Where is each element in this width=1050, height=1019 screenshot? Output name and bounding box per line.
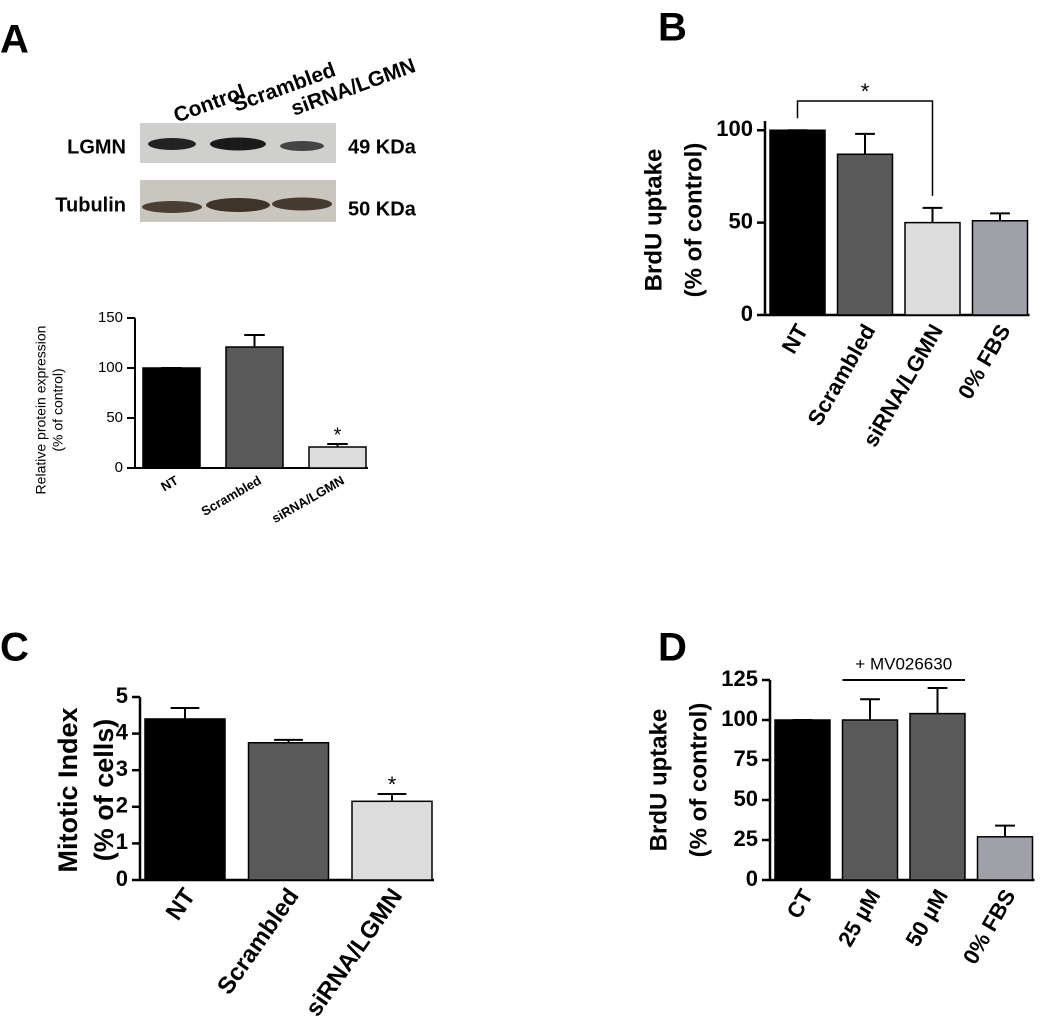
x-tick-label: 25 µM <box>833 885 885 951</box>
y-tick-label: 0 <box>741 301 753 326</box>
y-axis-label: Mitotic Index <box>53 707 83 872</box>
y-axis-label: (% of control) <box>50 368 66 451</box>
bar <box>769 129 826 316</box>
y-tick-label: 100 <box>721 706 758 731</box>
bar <box>247 742 330 881</box>
significance-label: * <box>334 424 342 446</box>
x-tick-label: 0% FBS <box>958 885 1021 968</box>
western-blot: Control Scrambled siRNA/LGMN LGMN Tubuli… <box>55 54 419 222</box>
y-tick-label: 150 <box>98 309 123 326</box>
y-tick-label: 0 <box>116 866 128 891</box>
panel-letter: B <box>658 6 687 50</box>
y-tick-label: 0 <box>115 459 123 476</box>
y-axis-label: BrdU uptake <box>645 709 672 852</box>
panel-letter: D <box>658 626 687 670</box>
bar <box>144 718 226 881</box>
y-tick-label: 100 <box>98 359 123 376</box>
x-tick-label: Scrambled <box>802 320 880 430</box>
bar <box>909 712 966 881</box>
y-tick-label: 50 <box>106 409 123 426</box>
x-tick-label: NT <box>777 319 814 357</box>
y-axis-label: BrdU uptake <box>640 149 667 292</box>
y-tick-label: 75 <box>734 746 758 771</box>
band-size: 50 KDa <box>348 198 417 220</box>
bar <box>225 346 284 469</box>
significance-label: * <box>388 772 397 797</box>
band-size: 49 KDa <box>348 136 417 158</box>
x-tick-label: 50 µM <box>900 885 952 951</box>
y-axis-label: Relative protein expression <box>33 326 49 495</box>
y-tick-label: 50 <box>734 786 758 811</box>
y-tick-label: 3 <box>116 756 128 781</box>
y-tick-label: 25 <box>734 826 758 851</box>
bar <box>774 719 831 881</box>
band <box>272 197 332 211</box>
x-tick-label: Scrambled <box>212 884 305 1000</box>
bar <box>904 221 961 316</box>
significance-label: * <box>861 79 870 104</box>
bar <box>971 220 1029 316</box>
x-tick-label: NT <box>161 883 202 925</box>
x-tick-label: siRNA/LGMN <box>300 884 408 1019</box>
x-tick-label: 0% FBS <box>953 320 1016 403</box>
bar <box>836 153 894 316</box>
band-name: Tubulin <box>55 194 126 216</box>
x-tick-label: siRNA/LGMN <box>269 473 347 526</box>
panel-letter: A <box>0 18 29 62</box>
band <box>280 141 324 151</box>
group-label: + MV026630 <box>855 654 952 673</box>
bar <box>976 836 1034 881</box>
y-tick-label: 100 <box>716 116 753 141</box>
y-tick-label: 4 <box>116 719 129 744</box>
x-tick-label: NT <box>158 473 181 495</box>
y-tick-label: 0 <box>746 866 758 891</box>
bar <box>351 800 433 881</box>
y-axis-label: (% of control) <box>680 143 707 298</box>
x-tick-label: CT <box>782 884 819 922</box>
y-tick-label: 2 <box>116 793 128 818</box>
band-name: LGMN <box>67 136 126 158</box>
band <box>210 137 266 151</box>
bar <box>308 446 367 469</box>
y-axis-label: (% of cells) <box>89 719 119 862</box>
significance-bracket <box>796 100 934 196</box>
y-tick-label: 1 <box>116 829 128 854</box>
y-axis-label: (% of control) <box>685 703 712 858</box>
y-tick-label: 50 <box>729 208 753 233</box>
band <box>148 138 196 150</box>
bar <box>142 367 201 469</box>
panel-letter: C <box>0 626 29 670</box>
y-tick-label: 5 <box>116 683 128 708</box>
y-tick-label: 125 <box>721 666 758 691</box>
x-tick-label: Scrambled <box>199 473 264 519</box>
bar <box>841 719 899 881</box>
band <box>206 198 270 212</box>
band <box>142 201 202 213</box>
